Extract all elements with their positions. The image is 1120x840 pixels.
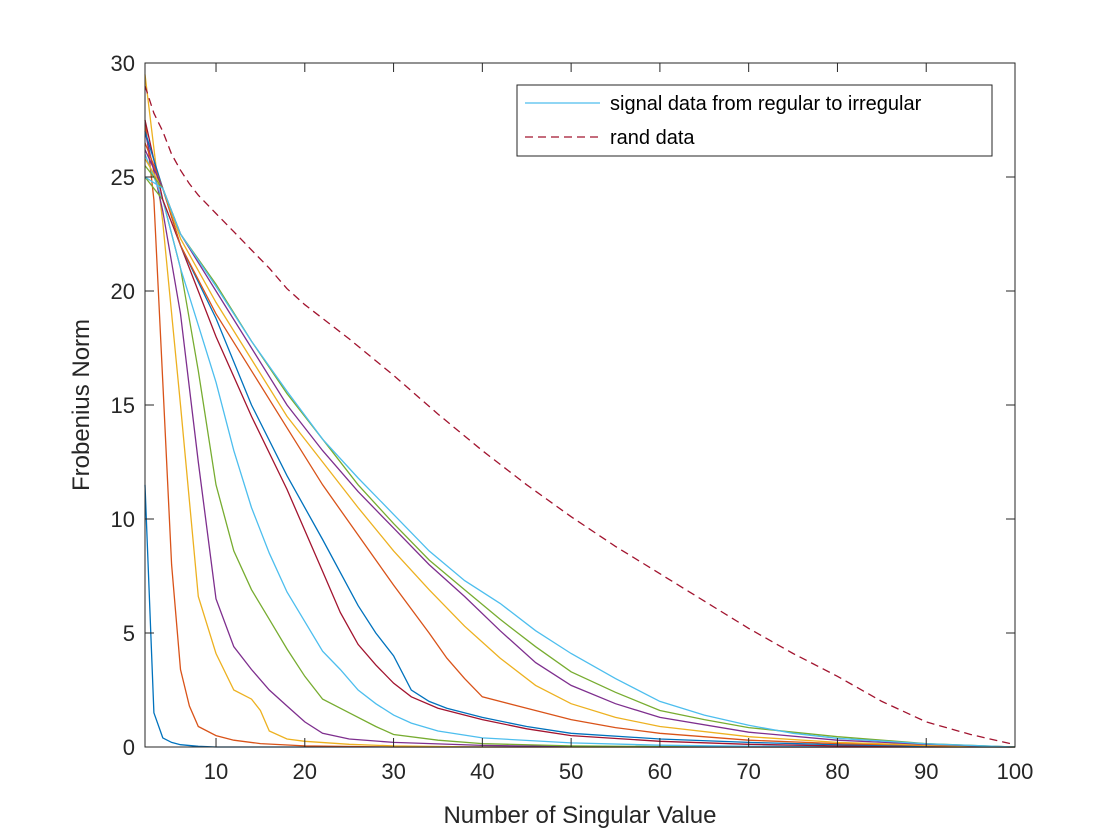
y-tick-label: 30	[111, 51, 135, 76]
y-tick-label: 25	[111, 165, 135, 190]
series-line-10	[144, 158, 1016, 748]
series-line-8	[144, 131, 1016, 748]
series-line-11	[144, 149, 1016, 748]
x-tick-label: 90	[914, 759, 938, 784]
x-tick-label: 80	[825, 759, 849, 784]
series-line-3	[144, 74, 1015, 748]
x-tick-label: 40	[470, 759, 494, 784]
y-tick-label: 5	[123, 621, 135, 646]
x-tick-label: 20	[293, 759, 317, 784]
legend-label-rand: rand data	[610, 127, 695, 149]
series-line-7	[144, 119, 1016, 748]
x-axis-label: Number of Singular Value	[443, 802, 716, 829]
legend: signal data from regular to irregular ra…	[516, 84, 993, 157]
y-tick-label: 0	[123, 735, 135, 760]
legend-label-signal: signal data from regular to irregular	[610, 93, 922, 115]
series-layer	[144, 74, 1016, 748]
x-tick-label: 70	[736, 759, 760, 784]
series-line-9	[144, 142, 1016, 748]
series-line-4	[144, 131, 1015, 748]
series-line-12	[144, 165, 1016, 748]
x-tick-label: 60	[648, 759, 672, 784]
legend-box	[516, 84, 993, 157]
y-tick-label: 10	[111, 507, 135, 532]
y-tick-label: 20	[111, 279, 135, 304]
axes-layer: 10 20 30 40 50 60 70 80 90 100 0 5 10 15 20 25 30	[111, 51, 1034, 784]
x-tick-label: 10	[204, 759, 228, 784]
plot-area	[145, 63, 1015, 747]
x-tick-label: 30	[381, 759, 405, 784]
x-tick-label: 100	[997, 759, 1034, 784]
y-axis-label: Frobenius Norm	[68, 319, 95, 491]
series-line-13	[144, 176, 1016, 748]
y-tick-label: 15	[111, 393, 135, 418]
x-tick-label: 50	[559, 759, 583, 784]
series-line-6	[144, 153, 1016, 748]
